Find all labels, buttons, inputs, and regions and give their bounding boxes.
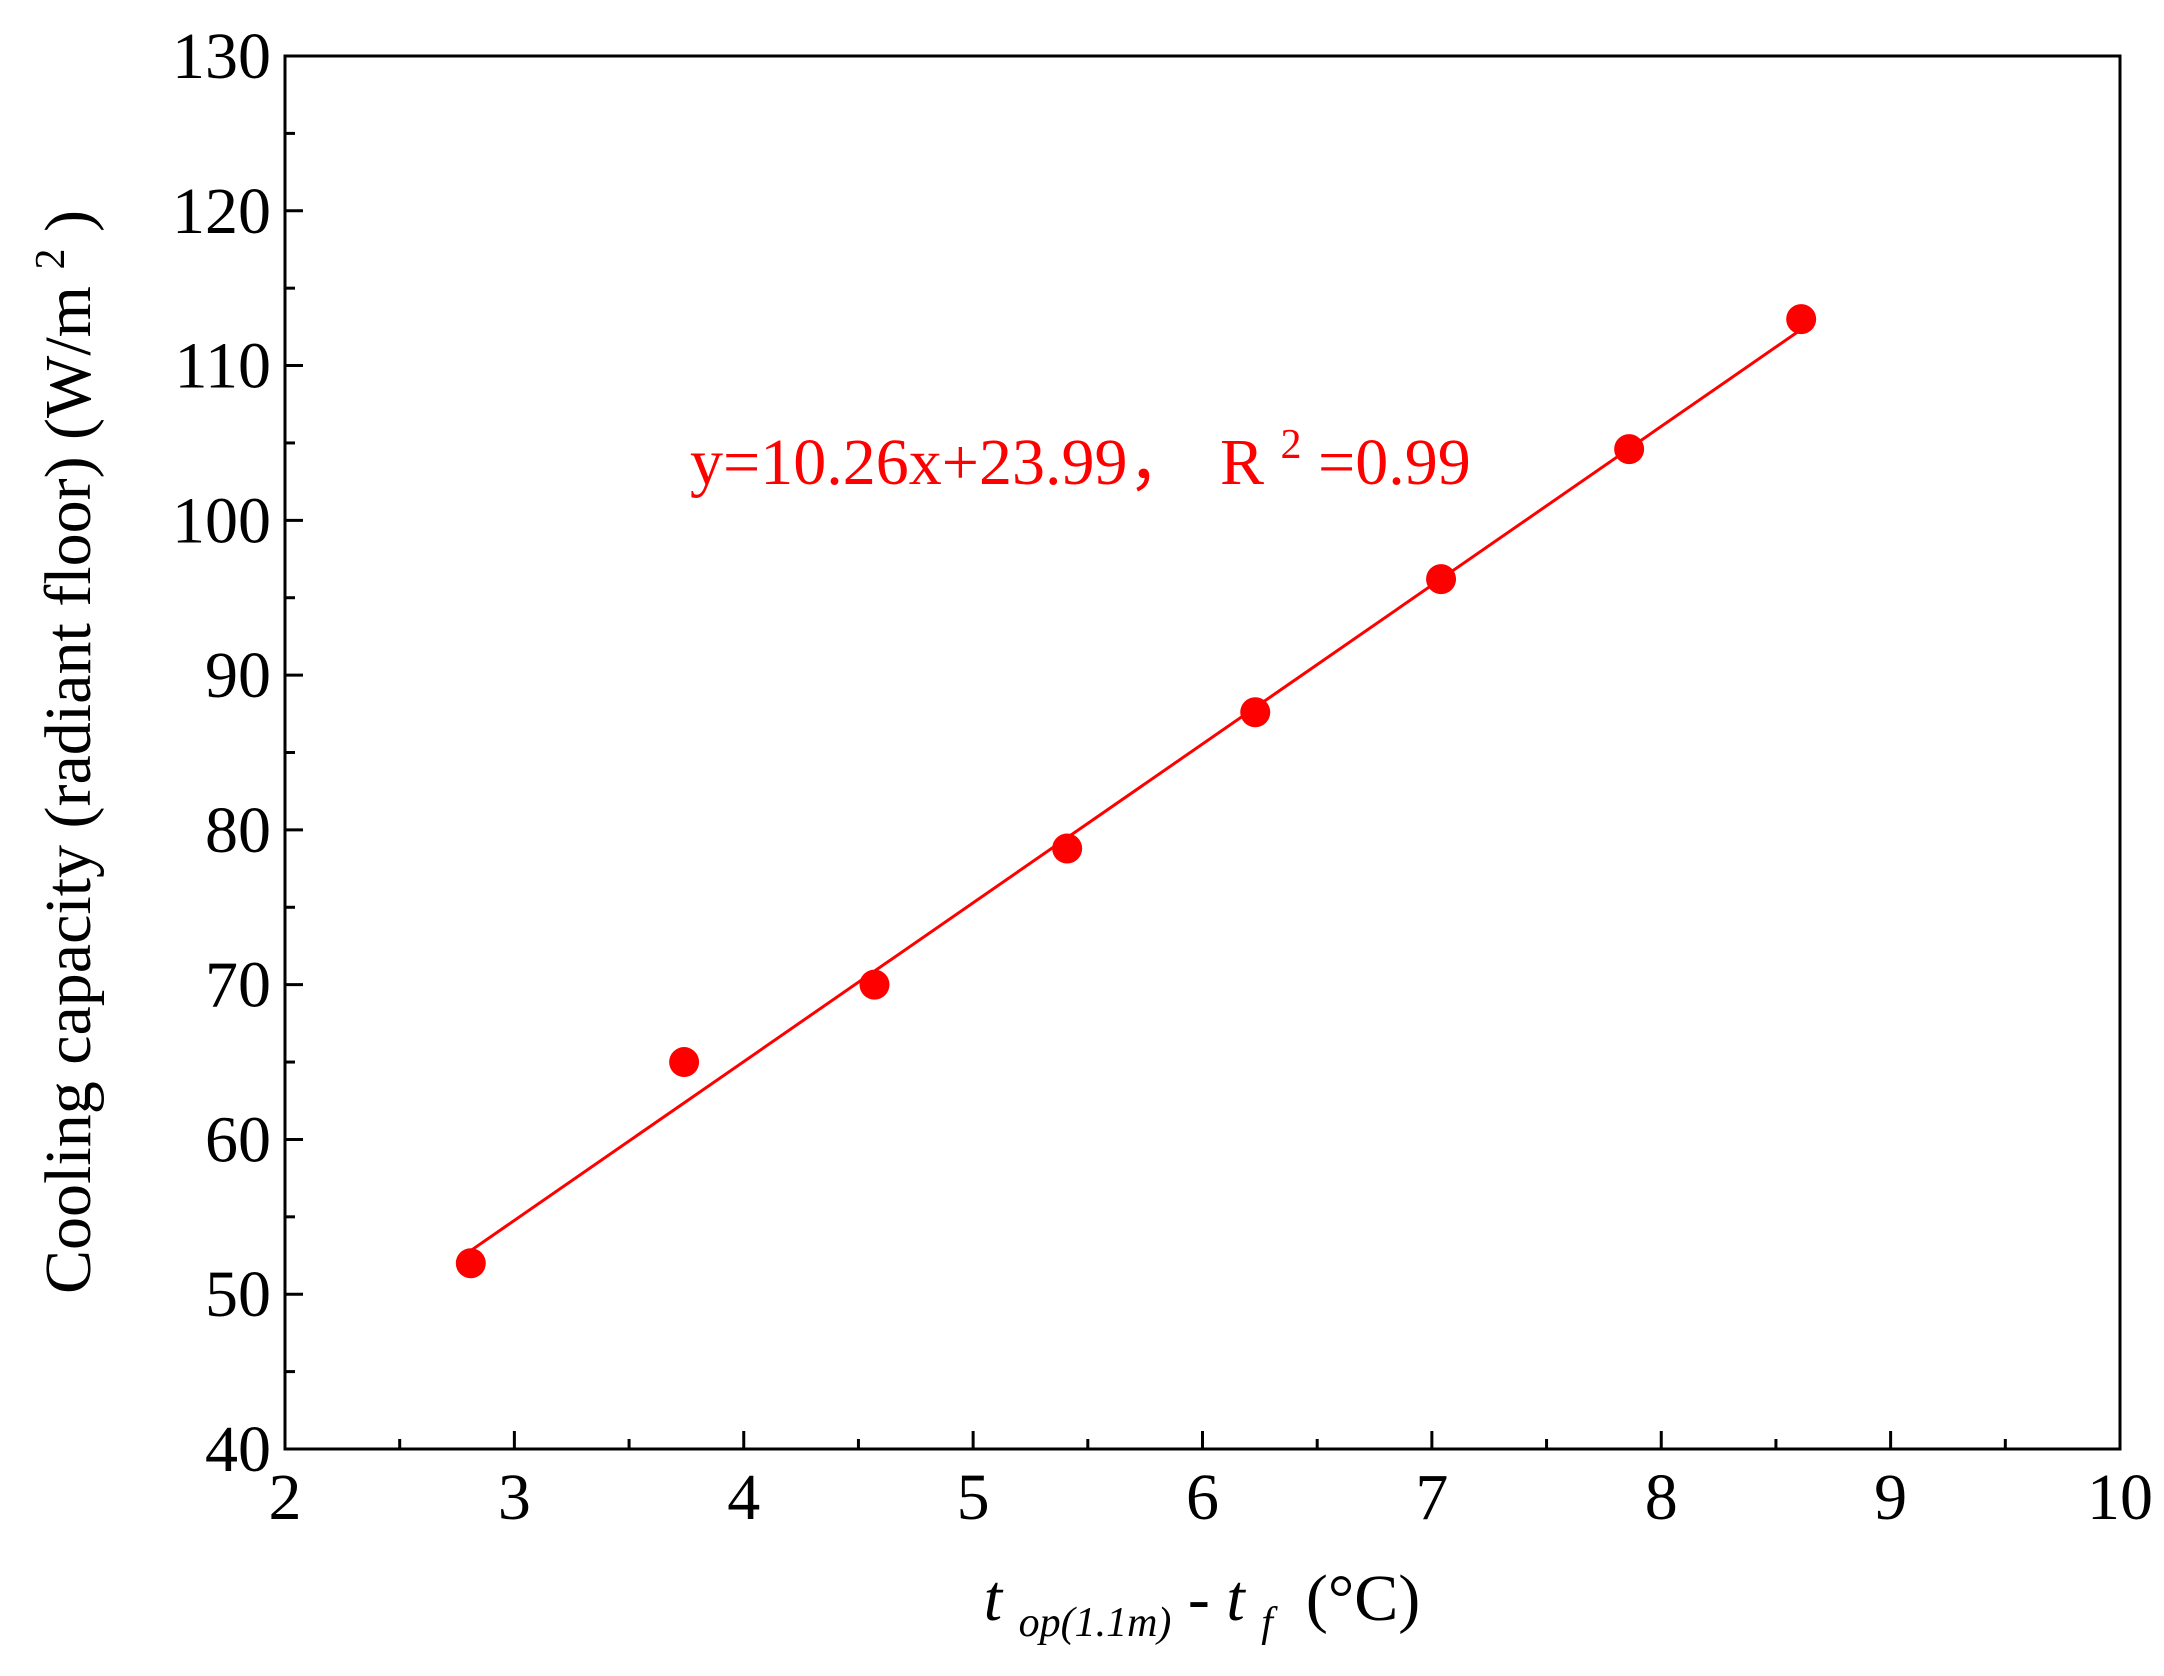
- fit-equation-annotation: y=10.26x+23.99， R 2 =0.99: [690, 400, 1471, 499]
- plot-frame: [283, 54, 2122, 1451]
- y-tick-label: 110: [174, 330, 271, 403]
- y-label-close: ): [32, 210, 105, 232]
- r-squared-prefix: R: [1220, 426, 1264, 499]
- x-tick-label: 5: [957, 1461, 990, 1534]
- y-label-sup: 2: [28, 249, 74, 270]
- data-point: [1614, 434, 1645, 465]
- x-tick-label: 3: [498, 1461, 531, 1534]
- x-tick-label: 10: [2087, 1461, 2153, 1534]
- x-tick-label: 4: [727, 1461, 760, 1534]
- x-axis-label: t op(1.1m) - t f (°C): [984, 1562, 1421, 1651]
- x-tick-label: 9: [1874, 1461, 1907, 1534]
- y-axis-ticks: 40 50 60 70 80 90 100 110 120 130: [172, 20, 303, 1486]
- regression-fit-line: [469, 328, 1803, 1252]
- x-label-sub1: op(1.1m): [1019, 1600, 1172, 1646]
- r-squared-value: =0.99: [1318, 426, 1471, 499]
- x-label-dash: -: [1188, 1562, 1210, 1635]
- x-label-unit: (°C): [1289, 1562, 1420, 1635]
- x-tick-label: 6: [1186, 1461, 1219, 1534]
- y-tick-label: 60: [205, 1103, 271, 1176]
- y-tick-label: 70: [205, 949, 271, 1022]
- y-tick-label: 50: [205, 1258, 271, 1331]
- y-axis-label: Cooling capacity (radiant floor) (W/m 2 …: [6, 210, 105, 1294]
- y-tick-label: 80: [205, 794, 271, 867]
- x-axis-ticks: 2 3 4 5 6 7 8 9 10: [269, 1431, 2153, 1534]
- y-tick-label: 120: [172, 175, 271, 248]
- x-label-sub2: f: [1261, 1600, 1278, 1646]
- data-point: [669, 1047, 700, 1078]
- y-tick-label: 100: [172, 484, 271, 557]
- data-points: [455, 304, 1817, 1279]
- data-point: [1426, 564, 1457, 595]
- x-tick-label: 2: [269, 1461, 302, 1534]
- x-label-t1: t: [984, 1562, 1004, 1635]
- data-point: [1786, 304, 1817, 335]
- y-tick-label: 40: [205, 1413, 271, 1486]
- data-point: [859, 969, 890, 1000]
- y-label-main: Cooling capacity (radiant floor) (W/m: [32, 286, 105, 1294]
- equation-text: y=10.26x+23.99，: [690, 426, 1193, 499]
- data-point: [1240, 697, 1271, 728]
- data-point: [455, 1248, 486, 1279]
- x-tick-label: 7: [1415, 1461, 1448, 1534]
- x-label-t2: t: [1226, 1562, 1246, 1635]
- y-tick-label: 130: [172, 20, 271, 93]
- x-tick-label: 8: [1645, 1461, 1678, 1534]
- y-tick-label: 90: [205, 639, 271, 712]
- data-point: [1052, 833, 1083, 864]
- r-squared-superscript: 2: [1280, 422, 1301, 468]
